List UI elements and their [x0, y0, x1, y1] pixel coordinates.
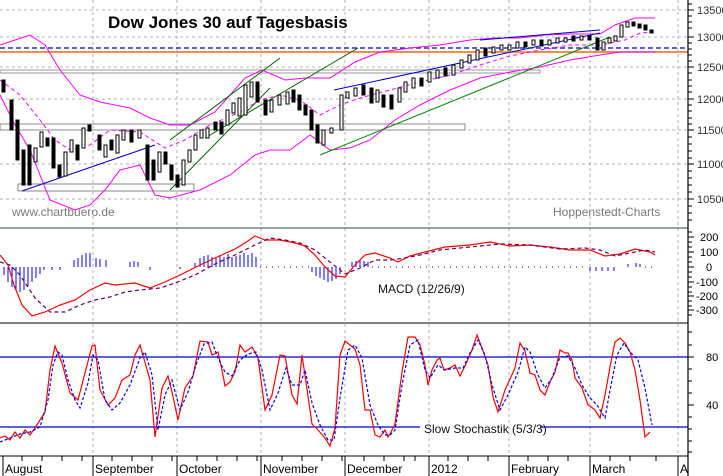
stoch-tick-40: 40	[706, 400, 718, 412]
trend-lines	[21, 29, 611, 192]
macd-line	[0, 235, 656, 317]
month-label-october: October	[179, 462, 222, 476]
month-label-december: December	[347, 462, 402, 476]
watermark-chartbuero: www.chartbuero.de	[11, 205, 115, 219]
macd-histogram	[3, 253, 641, 292]
macd-tick-200: 200	[700, 232, 718, 244]
stoch-tick-80: 80	[706, 352, 718, 364]
month-label-march: March	[592, 462, 625, 476]
macd-tick-0: 0	[706, 262, 712, 274]
price-tick-12000: 12000	[697, 94, 723, 106]
month-label-august: August	[5, 462, 43, 476]
macd-tick-100: 100	[700, 247, 718, 259]
month-label-2012: 2012	[431, 462, 458, 476]
chart-title: Dow Jones 30 auf Tagesbasis	[108, 13, 348, 32]
price-tick-13500: 13500	[697, 5, 723, 17]
price-tick-13000: 13000	[697, 32, 723, 44]
support-box-middle	[0, 123, 466, 131]
macd-label: MACD (12/26/9)	[378, 282, 465, 296]
watermark-hoppenstedt: Hoppenstedt-Charts	[553, 205, 660, 219]
price-tick-10500: 10500	[697, 194, 723, 206]
x-axis-ticks	[2, 456, 679, 476]
price-tick-11000: 11000	[697, 159, 723, 171]
stoch-ticks	[688, 331, 694, 453]
macd-signal-line	[0, 237, 656, 313]
month-label-november: November	[263, 462, 318, 476]
macd-ticks	[688, 231, 694, 316]
price-minor-ticks	[688, 3, 694, 221]
stoch-k-line	[0, 333, 651, 448]
month-label-september: September	[95, 462, 154, 476]
macd-tick-neg300: -300	[696, 305, 718, 317]
macd-tick-neg100: -100	[696, 277, 718, 289]
month-label-february: February	[511, 462, 559, 476]
support-box-bottom	[17, 183, 195, 192]
chart-area	[0, 0, 688, 476]
stoch-label: Slow Stochastik (5/3/3)	[424, 422, 547, 436]
month-label-april: A	[680, 462, 688, 476]
macd-tick-neg200: -200	[696, 291, 718, 303]
price-tick-11500: 11500	[697, 125, 723, 137]
candlesticks	[1, 21, 654, 188]
price-tick-12500: 12500	[697, 62, 723, 74]
